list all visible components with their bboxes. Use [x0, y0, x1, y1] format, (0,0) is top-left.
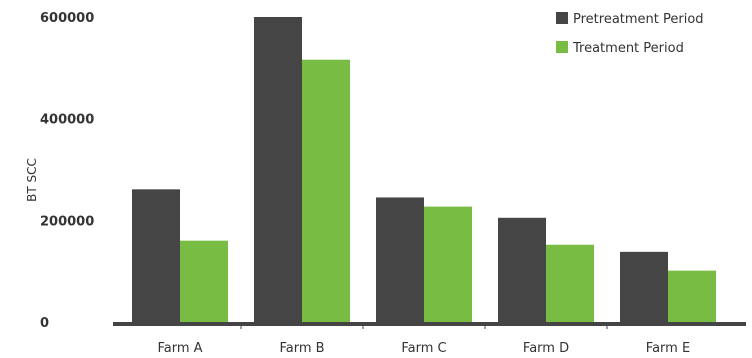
x-tick-label: Farm E — [646, 341, 690, 356]
bar-farm-e-treatment — [668, 270, 716, 322]
bar-farm-e-pretreatment — [620, 251, 668, 322]
x-tick-label: Farm C — [401, 341, 446, 356]
x-tick-label: Farm D — [523, 341, 569, 356]
legend: Pretreatment Period Treatment Period — [556, 12, 704, 56]
bar-farm-c-treatment — [424, 206, 472, 322]
x-tick-label: Farm A — [157, 341, 202, 356]
y-tick-label: 200000 — [40, 214, 94, 229]
bar-farm-a-pretreatment — [132, 189, 180, 322]
y-tick-label: 400000 — [40, 113, 94, 128]
x-tick-label: Farm B — [279, 341, 324, 356]
bar-farm-b-pretreatment — [254, 17, 302, 322]
y-axis-label: BT SCC — [25, 158, 39, 202]
bar-farm-d-pretreatment — [498, 217, 546, 322]
legend-label: Treatment Period — [572, 41, 684, 56]
bar-farm-c-pretreatment — [376, 197, 424, 322]
legend-swatch — [556, 12, 568, 24]
bar-farm-a-treatment — [180, 240, 228, 322]
legend-label: Pretreatment Period — [573, 12, 704, 27]
y-tick-label: 600000 — [40, 11, 94, 26]
y-tick-label: 0 — [40, 316, 49, 331]
legend-swatch — [556, 41, 568, 53]
bar-farm-b-treatment — [302, 59, 350, 322]
bar-farm-d-treatment — [546, 244, 594, 322]
